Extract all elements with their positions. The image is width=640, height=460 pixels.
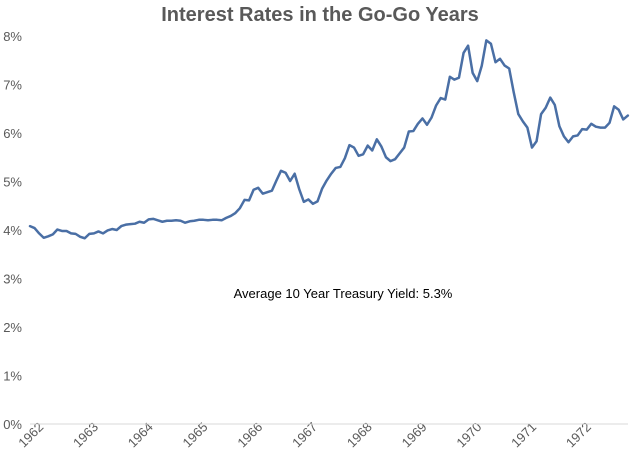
y-tick-label: 4%	[3, 223, 22, 238]
y-tick-label: 7%	[3, 78, 22, 93]
y-tick-label: 2%	[3, 320, 22, 335]
y-tick-label: 1%	[3, 369, 22, 384]
series-line-10-year-treasury-yield	[28, 39, 630, 240]
y-tick-label: 6%	[3, 126, 22, 141]
y-tick-label: 5%	[3, 175, 22, 190]
y-tick-label: 3%	[3, 272, 22, 287]
average-yield-annotation: Average 10 Year Treasury Yield: 5.3%	[234, 286, 453, 301]
y-axis: 0% 1% 2% 3% 4% 5% 6% 7% 8%	[3, 29, 22, 432]
y-tick-label: 8%	[3, 29, 22, 44]
y-tick-label: 0%	[3, 417, 22, 432]
chart-title: Interest Rates in the Go-Go Years	[161, 4, 479, 26]
